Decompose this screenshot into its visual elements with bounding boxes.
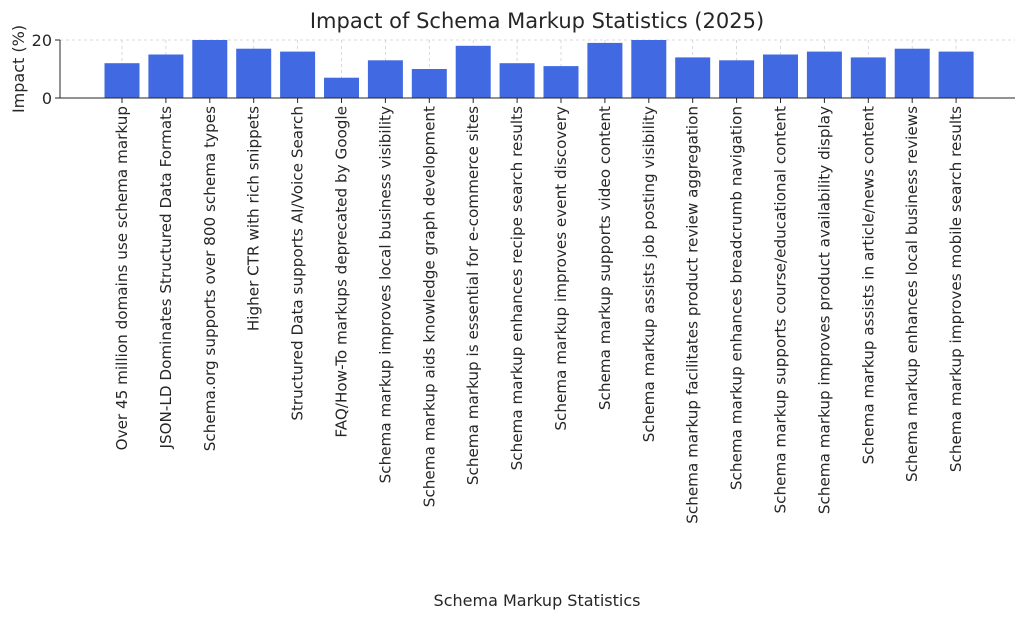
bar	[280, 51, 316, 98]
x-tick-label: Schema.org supports over 800 schema type…	[201, 106, 219, 451]
x-tick-label: Schema markup assists in article/news co…	[859, 106, 877, 464]
x-tick-label: Schema markup supports video content	[596, 106, 614, 410]
x-tick-label: Schema markup enhances recipe search res…	[508, 106, 526, 470]
x-tick-label: Structured Data supports AI/Voice Search	[289, 106, 307, 421]
bar	[324, 77, 359, 98]
bar	[806, 51, 842, 98]
bar	[367, 60, 403, 98]
x-tick-label: Over 45 million domains use schema marku…	[113, 106, 131, 450]
bar	[719, 60, 755, 98]
bar	[236, 48, 272, 98]
y-tick-label: 20	[32, 31, 52, 50]
axes	[55, 39, 1015, 103]
x-tick-label: JSON-LD Dominates Structured Data Format…	[157, 106, 175, 450]
bar	[763, 54, 798, 98]
bars	[104, 40, 974, 98]
x-tick-label: Schema markup aids knowledge graph devel…	[420, 106, 438, 507]
chart-title: Impact of Schema Markup Statistics (2025…	[310, 9, 764, 33]
x-axis-label: Schema Markup Statistics	[434, 591, 641, 610]
x-tick-label: Schema markup assists job posting visibi…	[640, 106, 658, 442]
bar	[894, 48, 930, 98]
bar	[499, 63, 535, 98]
bar	[148, 54, 184, 98]
bar	[411, 69, 447, 98]
bar	[675, 57, 711, 98]
x-tick-label: Schema markup improves mobile search res…	[947, 106, 965, 472]
x-tick-label: Schema markup improves product availabil…	[815, 106, 833, 514]
y-axis-label: Impact (%)	[9, 25, 28, 113]
bar	[631, 40, 667, 98]
x-tick-labels: Over 45 million domains use schema marku…	[113, 106, 965, 524]
bar	[455, 45, 491, 98]
bar	[850, 57, 886, 98]
y-tick-label: 0	[42, 89, 52, 108]
bar	[938, 51, 974, 98]
x-tick-label: Schema markup is essential for e-commerc…	[464, 106, 482, 485]
x-tick-label: Schema markup enhances local business re…	[903, 106, 921, 482]
y-tick-labels: 0 20	[32, 31, 52, 108]
x-tick-label: FAQ/How-To markups deprecated by Google	[333, 106, 351, 438]
bar	[104, 63, 140, 98]
bar	[587, 42, 623, 98]
bar	[192, 40, 228, 98]
x-tick-label: Schema markup improves local business vi…	[376, 106, 394, 483]
x-tick-label: Schema markup supports course/educationa…	[772, 106, 790, 513]
x-tick-label: Higher CTR with rich snippets	[245, 106, 263, 331]
x-tick-label: Schema markup enhances breadcrumb naviga…	[728, 106, 746, 490]
x-tick-label: Schema markup improves event discovery	[552, 106, 570, 431]
bar	[543, 66, 579, 98]
x-tick-label: Schema markup facilitates product review…	[684, 106, 702, 524]
